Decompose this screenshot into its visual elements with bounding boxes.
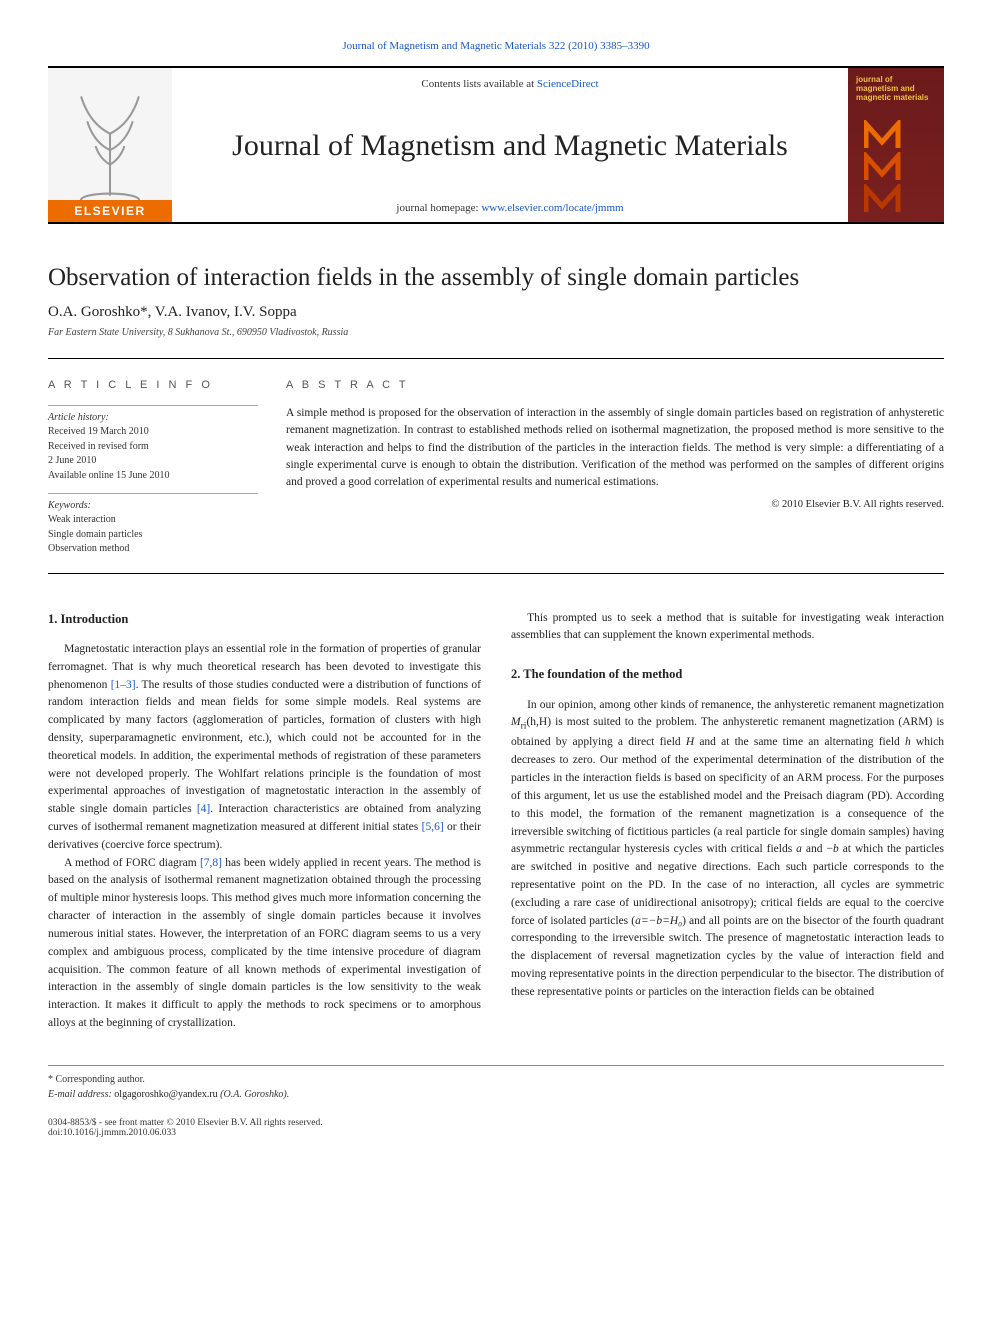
affiliation: Far Eastern State University, 8 Sukhanov… xyxy=(48,327,944,338)
elsevier-label: ELSEVIER xyxy=(48,200,172,222)
body-paragraph: Magnetostatic interaction plays an essen… xyxy=(48,641,481,855)
email-link[interactable]: olgagoroshko@yandex.ru xyxy=(114,1089,217,1100)
journal-cover-badge: journal of magnetism and magnetic materi… xyxy=(848,68,944,222)
keyword: Single domain particles xyxy=(48,528,258,543)
abstract-copyright: © 2010 Elsevier B.V. All rights reserved… xyxy=(286,499,944,510)
issn-line: 0304-8853/$ - see front matter © 2010 El… xyxy=(48,1118,323,1128)
text-run: In our opinion, among other kinds of rem… xyxy=(527,699,944,711)
history-label: Article history: xyxy=(48,412,258,423)
math-eq: a=−b=H₀ xyxy=(635,915,682,927)
text-run: has been widely applied in recent years.… xyxy=(48,857,481,1029)
article-info-heading: A R T I C L E I N F O xyxy=(48,379,258,391)
abstract-text: A simple method is proposed for the obse… xyxy=(286,405,944,491)
math-var: M xyxy=(511,716,521,728)
cover-journal-text: journal of magnetism and magnetic materi… xyxy=(856,76,936,102)
history-line: Received 19 March 2010 xyxy=(48,425,258,440)
elsevier-tree-icon xyxy=(48,68,172,200)
text-run: and at the same time an alternating fiel… xyxy=(694,736,905,748)
publisher-badge: ELSEVIER xyxy=(48,68,172,222)
text-run: which decreases to zero. Our method of t… xyxy=(511,736,944,855)
corresponding-author: * Corresponding author. xyxy=(48,1074,944,1085)
ref-link[interactable]: [5,6] xyxy=(422,821,444,833)
divider xyxy=(48,405,258,406)
divider xyxy=(48,493,258,494)
text-run: ) and all points are on the bisector of … xyxy=(511,915,944,998)
body-paragraph: This prompted us to seek a method that i… xyxy=(511,610,944,646)
contents-prefix: Contents lists available at xyxy=(421,78,536,90)
doi-line: doi:10.1016/j.jmmm.2010.06.033 xyxy=(48,1128,323,1138)
body-paragraph: In our opinion, among other kinds of rem… xyxy=(511,697,944,1002)
email-label: E-mail address: xyxy=(48,1089,114,1100)
homepage-prefix: journal homepage: xyxy=(396,202,481,214)
homepage-link[interactable]: www.elsevier.com/locate/jmmm xyxy=(481,202,623,214)
journal-header: ELSEVIER Contents lists available at Sci… xyxy=(48,66,944,224)
body-paragraph: A method of FORC diagram [7,8] has been … xyxy=(48,855,481,1033)
body-columns: 1. Introduction Magnetostatic interactio… xyxy=(48,610,944,1033)
history-line: 2 June 2010 xyxy=(48,454,258,469)
footnotes: * Corresponding author. E-mail address: … xyxy=(48,1065,944,1138)
footer-bottom: 0304-8853/$ - see front matter © 2010 El… xyxy=(48,1118,944,1138)
article-info: A R T I C L E I N F O Article history: R… xyxy=(48,379,258,557)
info-abstract-row: A R T I C L E I N F O Article history: R… xyxy=(48,358,944,574)
email-line: E-mail address: olgagoroshko@yandex.ru (… xyxy=(48,1089,944,1100)
math-var: H xyxy=(686,736,694,748)
m-icon xyxy=(864,120,928,150)
homepage-line: journal homepage: www.elsevier.com/locat… xyxy=(188,202,832,214)
keyword: Observation method xyxy=(48,542,258,557)
keyword: Weak interaction xyxy=(48,513,258,528)
email-name: (O.A. Goroshko). xyxy=(218,1089,290,1100)
ref-link[interactable]: [7,8] xyxy=(200,857,222,869)
sciencedirect-link[interactable]: ScienceDirect xyxy=(537,78,599,90)
math-paren: (h,H) xyxy=(526,716,551,728)
text-run: and − xyxy=(802,843,833,855)
section-2-title: 2. The foundation of the method xyxy=(511,665,944,684)
keywords-label: Keywords: xyxy=(48,500,258,511)
history-line: Available online 15 June 2010 xyxy=(48,469,258,484)
ref-link[interactable]: [1–3] xyxy=(111,679,136,691)
journal-name: Journal of Magnetism and Magnetic Materi… xyxy=(188,129,832,163)
top-journal-ref: Journal of Magnetism and Magnetic Materi… xyxy=(48,40,944,52)
cover-m-icons xyxy=(856,120,936,214)
m-icon xyxy=(864,184,928,214)
section-1-title: 1. Introduction xyxy=(48,610,481,629)
abstract-heading: A B S T R A C T xyxy=(286,379,944,391)
text-run: A method of FORC diagram xyxy=(64,857,200,869)
header-center: Contents lists available at ScienceDirec… xyxy=(172,68,848,222)
ref-link[interactable]: [4] xyxy=(197,803,210,815)
contents-line: Contents lists available at ScienceDirec… xyxy=(188,78,832,90)
top-journal-link[interactable]: Journal of Magnetism and Magnetic Materi… xyxy=(342,40,649,52)
authors: O.A. Goroshko*, V.A. Ivanov, I.V. Soppa xyxy=(48,304,944,321)
abstract: A B S T R A C T A simple method is propo… xyxy=(286,379,944,557)
text-run: . The results of those studies conducted… xyxy=(48,679,481,816)
m-icon xyxy=(864,152,928,182)
history-line: Received in revised form xyxy=(48,440,258,455)
article-title: Observation of interaction fields in the… xyxy=(48,264,944,292)
